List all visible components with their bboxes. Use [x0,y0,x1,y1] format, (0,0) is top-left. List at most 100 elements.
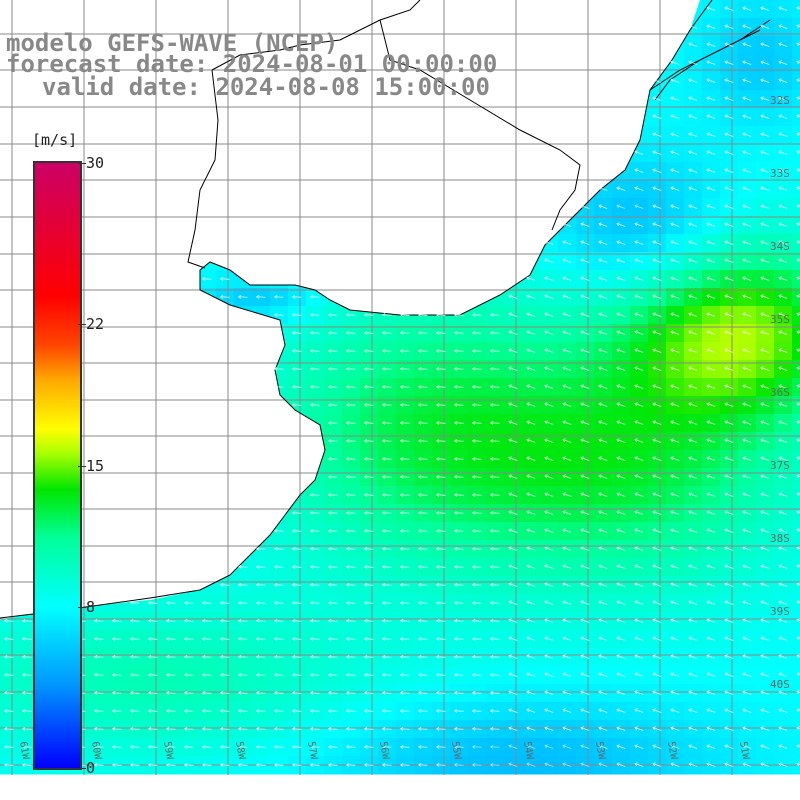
wind-arrow [742,114,752,119]
wind-arrow [310,367,320,371]
wind-arrow [112,619,122,623]
wind-arrow [760,348,770,353]
wind-arrow [796,402,800,407]
wind-arrow [346,349,356,353]
wind-arrow [130,637,140,641]
wind-arrow [364,403,374,407]
wind-arrow [580,726,590,731]
wind-arrow [310,673,320,677]
wind-arrow [652,762,662,767]
wind-arrow [364,493,374,497]
wind-arrow [796,96,800,101]
wind-arrow [760,132,770,137]
wind-arrow [706,366,716,371]
wind-arrow [706,204,716,209]
wind-arrow [670,240,680,245]
wind-arrow [742,222,752,227]
wind-arrow [580,600,590,605]
wind-arrow [22,691,32,695]
wind-arrow [688,636,698,641]
wind-arrow [796,204,800,209]
wind-arrow [472,565,482,569]
wind-arrow [760,6,770,11]
wind-arrow [616,186,626,191]
wind-arrow [346,439,356,443]
wind-arrow [706,672,716,677]
wind-arrow [580,708,590,713]
wind-arrow [364,691,374,695]
legend-colorbar [33,161,82,770]
wind-arrow [670,708,680,713]
wind-arrow [508,744,518,749]
wind-arrow [418,637,428,641]
wind-arrow [706,618,716,623]
wind-arrow [238,709,248,713]
wind-arrow [454,457,464,461]
wind-cell [792,720,800,739]
wind-arrow [544,636,554,641]
wind-arrow [634,726,644,731]
wind-arrow [472,547,482,551]
wind-arrow [508,528,518,533]
wind-arrow [454,601,464,605]
wind-arrow [220,295,230,299]
wind-arrow [742,492,752,497]
wind-arrow [148,763,158,767]
wind-arrow [418,745,428,749]
wind-arrow [238,583,248,587]
longitude-label: 58W [233,741,247,762]
wind-arrow [418,565,428,569]
wind-arrow [598,654,608,659]
wind-arrow [526,276,536,281]
wind-arrow [688,762,698,767]
wind-arrow [490,313,500,317]
wind-arrow [742,654,752,659]
forecast-date: forecast date: 2024-08-01 00:00:00 [6,50,498,78]
wind-arrow [292,331,302,335]
wind-arrow [418,547,428,551]
wind-arrow [292,403,302,407]
legend-tickmark [78,324,86,326]
wind-arrow [724,96,734,101]
wind-cell [792,594,800,613]
legend-tick-label: 8 [86,597,96,616]
wind-arrow [508,348,518,353]
wind-arrow [652,402,662,407]
wind-arrow [616,492,626,497]
wind-arrow [688,96,698,101]
wind-cell [792,234,800,253]
wind-arrow [292,673,302,677]
longitude-label: 60W [89,741,103,762]
wind-arrow [652,96,662,101]
wind-arrow [706,402,716,407]
wind-arrow [688,114,698,119]
wind-arrow [598,636,608,641]
wind-arrow [508,600,518,605]
wind-arrow [328,637,338,641]
wind-arrow [382,457,392,461]
wind-arrow [742,42,752,47]
wind-arrow [418,331,428,335]
wind-cell [792,414,800,433]
wind-arrow [436,655,446,659]
wind-arrow [616,672,626,677]
wind-arrow [598,492,608,497]
wind-arrow [238,619,248,623]
wind-arrow [562,726,572,731]
wind-arrow [742,582,752,587]
wind-cell [792,486,800,505]
wind-arrow [562,330,572,335]
wind-arrow [760,708,770,713]
wind-arrow [760,96,770,101]
wind-arrow [346,367,356,371]
wind-cell [792,18,800,37]
wind-arrow [472,421,482,425]
wind-arrow [292,583,302,587]
wind-arrow [706,330,716,335]
wind-arrow [328,403,338,407]
wind-arrow [130,745,140,749]
wind-arrow [400,457,410,461]
wind-arrow [778,762,788,767]
wind-arrow [598,222,608,227]
wind-arrow [616,294,626,299]
